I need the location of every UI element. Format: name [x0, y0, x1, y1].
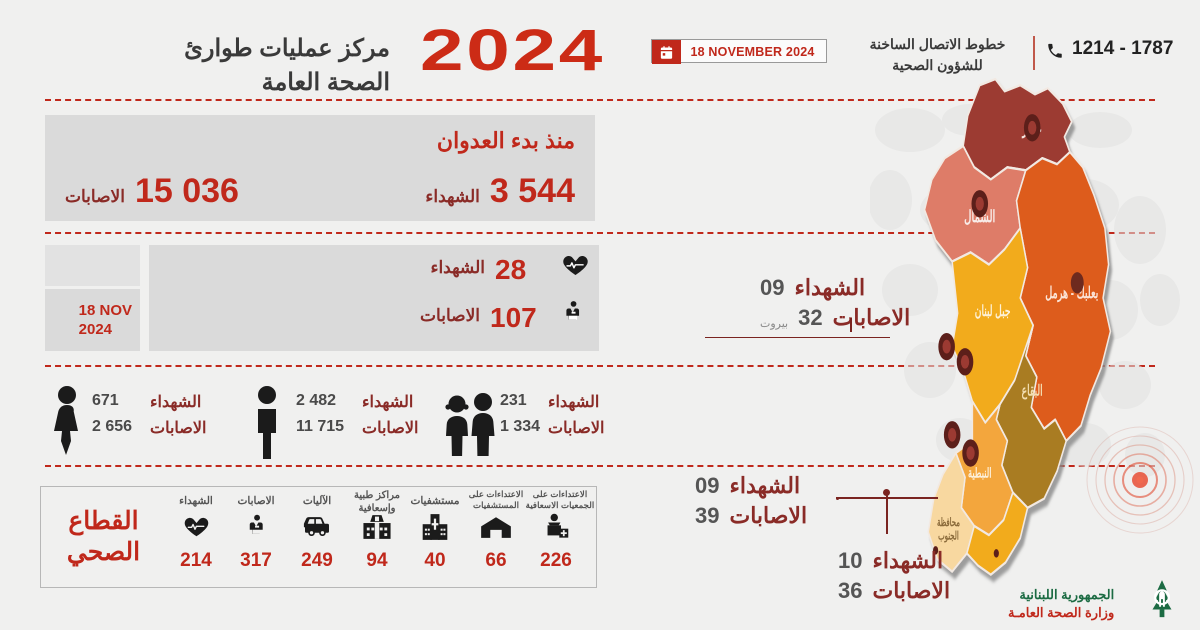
svg-text:النبطية: النبطية	[968, 466, 992, 481]
svg-text:البقاع: البقاع	[1022, 382, 1043, 400]
svg-text:جبل لبنان: جبل لبنان	[975, 303, 1011, 320]
